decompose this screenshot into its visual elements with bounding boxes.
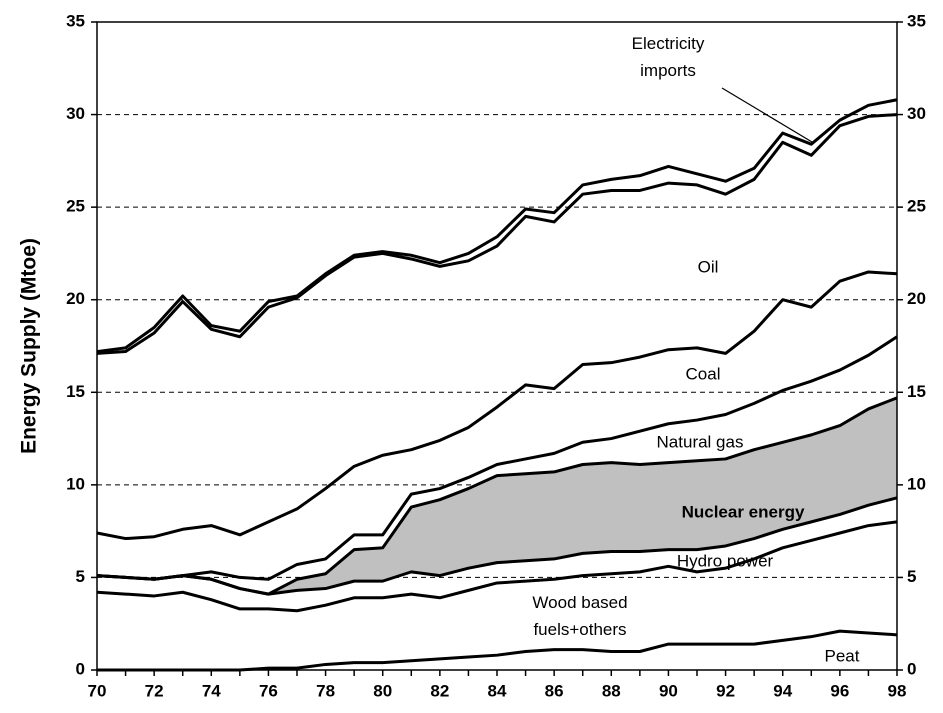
x-tick-label: 78: [316, 681, 335, 700]
series-label: Hydro power: [676, 551, 774, 571]
x-tick-label: 74: [202, 681, 221, 700]
y-tick-label: 10: [66, 474, 85, 493]
series-label: Nuclear energy: [681, 502, 805, 522]
y-tick-label: 15: [66, 382, 85, 401]
y-tick-label: 30: [66, 104, 85, 123]
series-label: Coal: [685, 364, 721, 384]
series-label: Wood based fuels+others: [532, 593, 628, 639]
y2-tick-label: 10: [907, 474, 926, 493]
y-axis-title: Energy Supply (Mtoe): [18, 238, 41, 454]
series-line: [97, 629, 898, 672]
y2-tick-label: 0: [907, 659, 916, 678]
callout-line: [721, 87, 813, 143]
x-tick-label: 96: [830, 681, 849, 700]
plot-frame: [96, 21, 898, 671]
series-line: [96, 335, 898, 581]
x-tick-label: 98: [888, 681, 907, 700]
y2-tick-label: 30: [907, 104, 926, 123]
y2-tick-label: 15: [907, 382, 926, 401]
series-label: Natural gas: [656, 432, 744, 452]
y2-tick-label: 5: [907, 567, 916, 586]
x-tick-label: 80: [373, 681, 392, 700]
x-tick-label: 90: [659, 681, 678, 700]
x-tick-label: 72: [145, 681, 164, 700]
y2-tick-label: 20: [907, 289, 926, 308]
series-line: [96, 270, 898, 541]
x-tick-label: 70: [88, 681, 107, 700]
x-tick-label: 86: [545, 681, 564, 700]
y-tick-label: 0: [76, 659, 85, 678]
y-tick-label: 35: [66, 11, 85, 30]
series-line: [96, 98, 898, 354]
series-line: [96, 520, 898, 613]
area: [97, 397, 897, 595]
series-label: Peat: [824, 646, 860, 666]
series-label: Electricity imports: [631, 34, 705, 80]
y2-tick-label: 35: [907, 11, 926, 30]
y-tick-label: 5: [76, 567, 85, 586]
x-tick-label: 82: [430, 681, 449, 700]
y-tick-label: 20: [66, 289, 85, 308]
x-tick-label: 94: [773, 681, 792, 700]
x-tick-label: 88: [602, 681, 621, 700]
x-tick-label: 92: [716, 681, 735, 700]
series-label: Oil: [697, 257, 719, 277]
y2-tick-label: 25: [907, 197, 926, 216]
series-line: [96, 113, 898, 355]
x-tick-label: 76: [259, 681, 278, 700]
series-line: [96, 396, 898, 596]
x-tick-label: 84: [488, 681, 507, 700]
y-tick-label: 25: [66, 197, 85, 216]
